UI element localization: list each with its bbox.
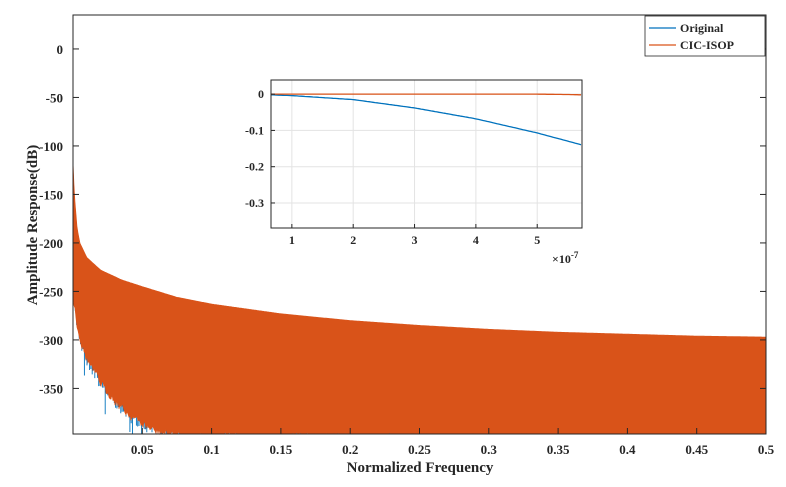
x-tick-label: 0.25 (408, 442, 431, 457)
x-axis-label: Normalized Frequency (347, 460, 494, 476)
inset-x-tick-label: 4 (473, 233, 479, 247)
inset-x-tick-label: 2 (350, 233, 356, 247)
inset-y-tick-label: -0.3 (245, 196, 264, 210)
x-tick-label: 0.05 (131, 442, 154, 457)
y-tick-label: 0 (57, 42, 64, 57)
x-tick-label: 0.35 (547, 442, 570, 457)
inset-series-original (271, 94, 582, 146)
y-tick-label: -100 (39, 139, 63, 154)
legend: Original CIC-ISOP (644, 15, 766, 57)
y-tick-label: -200 (39, 236, 63, 251)
inset-x-tick-label: 5 (534, 233, 540, 247)
inset-x-exponent: ×10-7 (552, 250, 579, 266)
inset-y-tick-label: 0 (258, 87, 264, 101)
inset-series-cic-isop (271, 93, 581, 96)
y-axis-label: Amplitude Response(dB) (25, 145, 41, 305)
y-tick-label: -50 (46, 90, 63, 105)
x-tick-label: 0.15 (270, 442, 293, 457)
y-tick-label: -250 (39, 284, 63, 299)
inset-x-tick-label: 1 (289, 233, 295, 247)
x-tick-label: 0.3 (481, 442, 498, 457)
inset-plot: 1 2 3 4 5 0 -0.1 -0.2 -0.3 ×10-7 (245, 79, 583, 266)
y-tick-label: -300 (39, 333, 63, 348)
x-tick-label: 0.4 (619, 442, 636, 457)
x-tick-label: 0.2 (342, 442, 358, 457)
legend-label-cic-isop: CIC-ISOP (680, 38, 734, 52)
y-tick-label: -150 (39, 187, 63, 202)
inset-frame (270, 79, 583, 229)
inset-y-tick-label: -0.2 (245, 160, 264, 174)
y-tick-label: -350 (39, 381, 63, 396)
inset-y-tick-label: -0.1 (245, 123, 264, 137)
legend-label-original: Original (680, 21, 724, 35)
x-tick-label: 0.1 (203, 442, 219, 457)
inset-x-tick-label: 3 (412, 233, 418, 247)
x-tick-label: 0.5 (758, 442, 775, 457)
x-tick-label: 0.45 (685, 442, 708, 457)
